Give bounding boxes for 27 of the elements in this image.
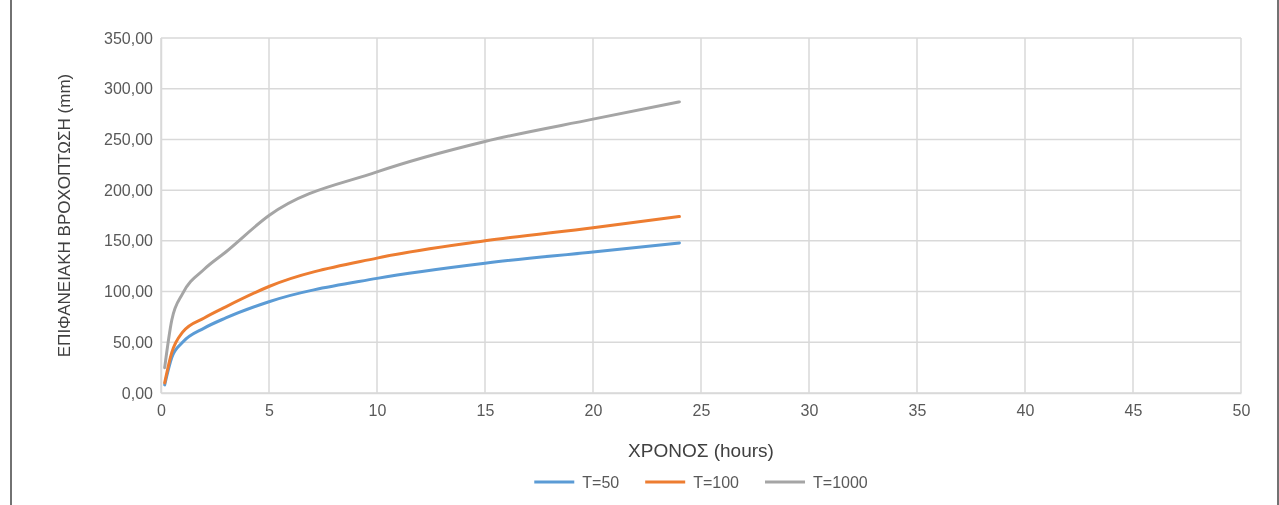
y-tick-label: 150,00 — [104, 232, 154, 250]
x-tick-label: 10 — [368, 402, 387, 420]
legend-label: T=100 — [693, 474, 740, 491]
x-tick-label: 50 — [1232, 402, 1251, 420]
y-tick-label: 100,00 — [104, 283, 154, 301]
y-tick-label: 350,00 — [104, 29, 154, 47]
line-series — [163, 100, 681, 370]
line-series — [163, 241, 681, 387]
y-axis-title: ΕΠΙΦΑΝΕΙΑΚΗ ΒΡΟΧΟΠΤΩΣΗ (mm) — [55, 73, 74, 358]
x-tick-label: 0 — [157, 402, 167, 420]
y-tick-label: 200,00 — [104, 181, 154, 199]
x-tick-label: 45 — [1124, 402, 1143, 420]
legend-label: T=50 — [582, 474, 620, 491]
y-tick-label: 300,00 — [104, 80, 154, 98]
x-tick-label: 25 — [692, 402, 711, 420]
x-tick-label: 30 — [800, 402, 819, 420]
x-tick-label: 5 — [265, 402, 275, 420]
legend-label: T=1000 — [813, 474, 868, 491]
x-tick-label: 35 — [908, 402, 927, 420]
x-axis-title: ΧΡΟΝΟΣ (hours) — [628, 440, 774, 461]
y-tick-label: 50,00 — [112, 333, 154, 351]
line-series — [163, 215, 681, 385]
y-tick-label: 250,00 — [104, 131, 154, 149]
y-tick-label: 0,00 — [121, 384, 154, 402]
x-tick-label: 20 — [584, 402, 603, 420]
x-tick-label: 40 — [1016, 402, 1035, 420]
x-tick-label: 15 — [476, 402, 495, 420]
